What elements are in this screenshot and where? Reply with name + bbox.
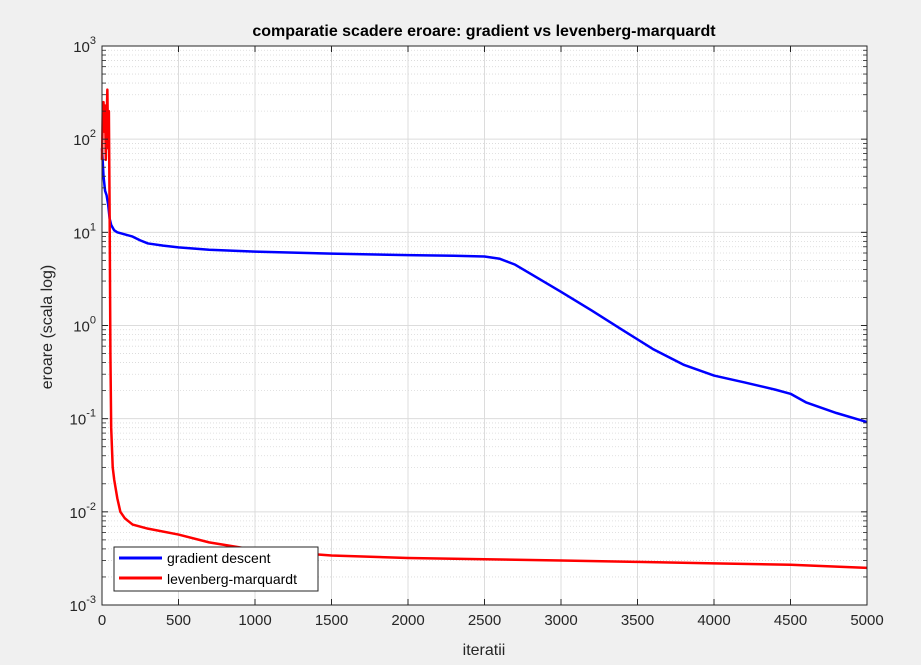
chart-title: comparatie scadere eroare: gradient vs l… — [252, 23, 716, 40]
y-tick-exponent: -3 — [86, 594, 96, 606]
x-tick-label: 4500 — [774, 612, 807, 629]
y-tick-label: 102 — [73, 128, 96, 149]
legend[interactable]: gradient descent levenberg-marquardt — [113, 546, 319, 592]
x-axis-label: iteratii — [463, 642, 506, 659]
y-tick-label: 100 — [73, 315, 96, 336]
x-tick-label: 500 — [166, 612, 191, 629]
y-tick-label: 101 — [73, 221, 96, 242]
x-tick-label: 5000 — [850, 612, 883, 629]
x-tick-label: 2500 — [468, 612, 501, 629]
y-tick-exponent: 0 — [90, 315, 96, 327]
x-tick-label: 0 — [98, 612, 106, 629]
y-axis-label: eroare (scala log) — [39, 265, 56, 390]
x-tick-label: 4000 — [697, 612, 730, 629]
y-tick-base: 10 — [70, 412, 87, 429]
y-tick-label: 10-1 — [70, 408, 96, 429]
y-tick-base: 10 — [73, 132, 90, 149]
legend-box — [113, 546, 319, 592]
x-tick-label: 3000 — [544, 612, 577, 629]
x-tick-label: 1000 — [238, 612, 271, 629]
legend-label-gradient-descent: gradient descent — [167, 550, 271, 566]
y-tick-exponent: 2 — [90, 128, 96, 140]
y-tick-label: 10-2 — [70, 501, 96, 522]
y-tick-base: 10 — [73, 225, 90, 242]
ticks-layer — [101, 45, 868, 606]
legend-label-levenberg-marquardt: levenberg-marquardt — [167, 571, 297, 587]
y-tick-base: 10 — [73, 39, 90, 56]
y-tick-base: 10 — [70, 505, 87, 522]
y-tick-label: 103 — [73, 35, 96, 56]
x-tick-label: 2000 — [391, 612, 424, 629]
x-tick-label: 1500 — [315, 612, 348, 629]
y-tick-exponent: 3 — [90, 35, 96, 47]
y-tick-exponent: -2 — [86, 501, 96, 513]
x-tick-labels: 0 500 1000 1500 2000 2500 3000 3500 4000 4500 5000 — [98, 612, 884, 629]
x-tick-label: 3500 — [621, 612, 654, 629]
y-tick-exponent: 1 — [90, 221, 96, 233]
y-tick-base: 10 — [70, 598, 87, 615]
y-tick-exponent: -1 — [86, 408, 96, 420]
y-tick-label: 10-3 — [70, 594, 96, 615]
y-tick-base: 10 — [73, 319, 90, 336]
